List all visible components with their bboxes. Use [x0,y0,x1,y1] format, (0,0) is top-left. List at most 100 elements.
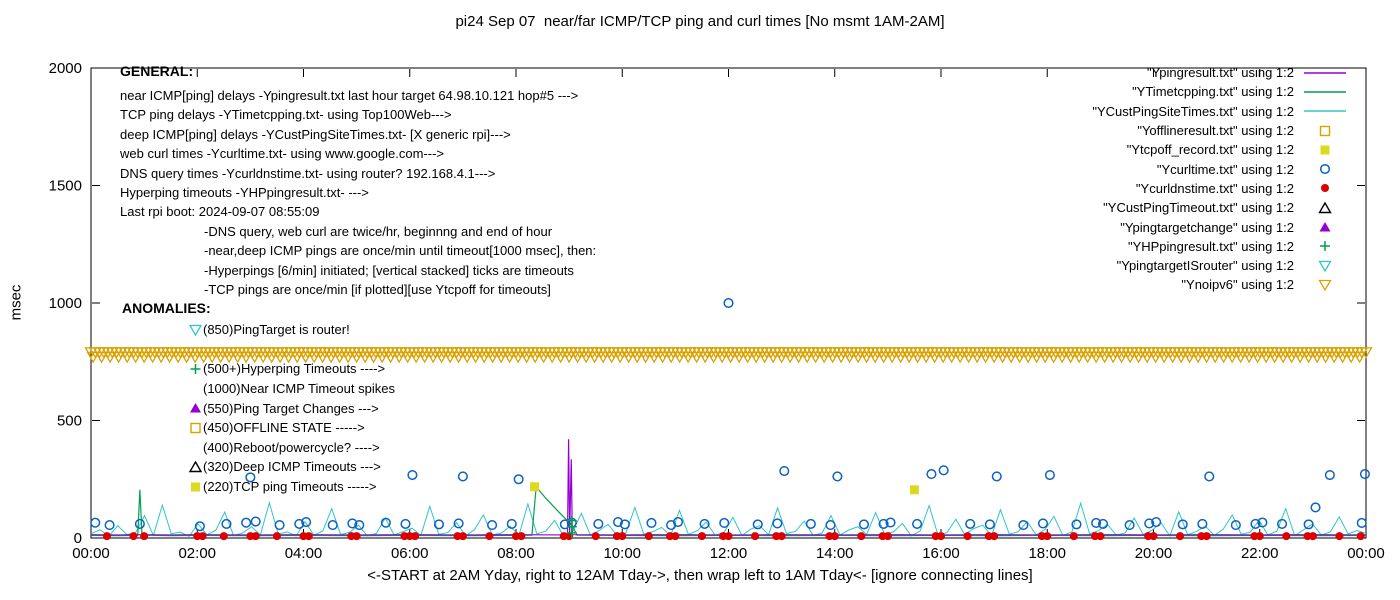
general-note-line: -TCP pings are once/min [if plotted][use… [204,281,551,297]
x-tick-label: 12:00 [710,545,748,562]
anomaly-text: (220)TCP ping Timeouts -----> [203,479,377,495]
anomaly-line: (320)Deep ICMP Timeouts ---> [188,457,395,477]
general-note-line: Last rpi boot: 2024-09-07 08:55:09 [120,204,320,220]
anomaly-tri-up-filled-icon [190,403,201,413]
legend-entry: "YCustPingSiteTimes.txt" using 1:2 [1092,102,1348,121]
anomaly-square-filled-icon [191,482,200,492]
legend-line-icon [1304,71,1346,74]
y-tick-label: 0 [74,530,82,547]
anomaly-text: (400)Reboot/powercycle? ----> [203,439,380,455]
anomaly-line: (850)PingTarget is router! [188,320,395,340]
legend: "Ypingresult.txt" using 1:2 "YTimetcpping… [1092,63,1348,295]
chart-title: pi24 Sep 07 near/far ICMP/TCP ping and c… [455,13,945,30]
legend-label: "Ytcpoff_record.txt" using 1:2 [1126,142,1294,158]
legend-entry: "Ycurltime.txt" using 1:2 [1092,159,1348,178]
x-tick-label: 16:00 [922,545,960,562]
legend-square-open-icon [1319,125,1331,136]
x-tick-label: 18:00 [1028,545,1066,562]
anomaly-line: (450)OFFLINE STATE -----> [188,418,395,438]
general-note-line: -near,deep ICMP pings are once/min until… [204,243,597,259]
legend-label: "Ypingresult.txt" using 1:2 [1146,65,1294,81]
anomaly-square-open-icon [190,422,201,433]
general-notes: GENERAL: near ICMP[ping] delays -Ypingres… [120,63,596,301]
x-tick-label: 04:00 [285,545,323,562]
anomaly-text: (550)Ping Target Changes ---> [203,400,379,416]
anomaly-line: (220)TCP ping Timeouts -----> [188,477,395,497]
anomaly-text: (320)Deep ICMP Timeouts ---> [203,459,381,475]
anomaly-tri-up-open-icon [188,460,203,473]
anomaly-tri-down-open-icon [188,324,203,337]
legend-entry: "Ypingresult.txt" using 1:2 [1092,63,1348,82]
series-Ynoipv6 [84,347,1373,364]
anomaly-marker-none [188,381,203,397]
legend-tri-down-open-icon [1318,260,1332,272]
x-tick-label: 08:00 [497,545,535,562]
general-note-line: -DNS query, web curl are twice/hr, begin… [204,223,553,239]
legend-entry: "YpingtargetISrouter" using 1:2 [1092,256,1348,275]
general-note-line: -Hyperpings [6/min] initiated; [vertical… [204,262,574,278]
legend-circle-filled-icon [1321,184,1329,193]
anomaly-text: (850)PingTarget is router! [203,322,350,338]
legend-label: "Yofflineresult.txt" using 1:2 [1137,123,1294,139]
general-note-line: web curl times -Ycurltime.txt- using www… [120,146,445,162]
legend-line-icon [1304,91,1346,93]
anomaly-text: (450)OFFLINE STATE -----> [203,420,365,436]
x-tick-label: 00:00 [72,545,110,562]
general-note-line: TCP ping delays -YTimetcpping.txt- using… [120,107,452,123]
anomaly-line: (1000)Near ICMP Timeout spikes [188,379,395,399]
anomaly-line: (500+)Hyperping Timeouts ----> [188,359,395,379]
legend-square-filled-icon [1320,145,1330,155]
anomaly-marker-none [188,341,203,357]
legend-circle-open-icon [1319,164,1331,175]
legend-label: "Ycurldnstime.txt" using 1:2 [1135,180,1294,196]
anomaly-text: (500+)Hyperping Timeouts ----> [203,361,386,377]
x-axis-title: <-START at 2AM Yday, right to 12AM Tday-… [367,567,1033,584]
legend-label: "YTimetcpping.txt" using 1:2 [1132,84,1294,100]
general-note-line: DNS query times -Ycurldnstime.txt- using… [120,165,496,181]
legend-entry: "YCustPingTimeout.txt" using 1:2 [1092,198,1348,217]
x-tick-label: 14:00 [816,545,854,562]
anomaly-line: (550)Ping Target Changes ---> [188,398,395,418]
legend-line-icon [1304,110,1346,112]
legend-plus-icon [1320,241,1330,252]
anomalies-heading: ANOMALIES: [122,300,211,316]
legend-entry: "YTimetcpping.txt" using 1:2 [1092,82,1348,101]
x-tick-label: 10:00 [603,545,641,562]
general-note-line: deep ICMP[ping] delays -YCustPingSiteTim… [120,126,511,142]
legend-entry: "Ypingtargetchange" using 1:2 [1092,217,1348,236]
y-tick-label: 500 [57,413,82,430]
y-tick-label: 2000 [49,60,82,77]
anomaly-marker-none [188,439,203,455]
anomaly-plus-icon [190,363,201,374]
legend-label: "Ynoipv6" using 1:2 [1181,277,1294,293]
series-Ycurltime.txt [90,297,1370,532]
x-tick-label: 06:00 [391,545,429,562]
legend-tri-up-filled-icon [1319,222,1331,232]
legend-label: "YCustPingSiteTimes.txt" using 1:2 [1092,103,1294,119]
legend-entry: "Ycurldnstime.txt" using 1:2 [1092,179,1348,198]
legend-tri-up-open-icon [1318,201,1332,213]
general-note-line: Hyperping timeouts -YHPpingresult.txt- -… [120,184,369,200]
y-tick-label: 1000 [49,295,82,312]
legend-entry: "Yofflineresult.txt" using 1:2 [1092,121,1348,140]
legend-entry: "Ytcpoff_record.txt" using 1:2 [1092,140,1348,159]
legend-label: "YCustPingTimeout.txt" using 1:2 [1103,200,1294,216]
series-Ycurldnstime.txt [102,532,1365,541]
x-tick-label: 22:00 [1241,545,1279,562]
legend-label: "YpingtargetISrouter" using 1:2 [1116,258,1294,274]
legend-label: "Ycurltime.txt" using 1:2 [1156,161,1294,177]
anomalies-notes: ANOMALIES: (850)PingTarget is router! (500… [122,300,395,496]
x-tick-label: 00:00 [1347,545,1385,562]
legend-entry: "YHPpingresult.txt" using 1:2 [1092,237,1348,256]
y-tick-label: 1500 [49,178,82,195]
series-YHPpingresult.txt [566,515,577,538]
x-tick-label: 02:00 [178,545,216,562]
anomaly-text: (1000)Near ICMP Timeout spikes [203,381,395,397]
x-tick-label: 20:00 [1135,545,1173,562]
general-heading: GENERAL: [120,63,194,79]
legend-label: "Ypingtargetchange" using 1:2 [1120,219,1294,235]
series-Ytcpoff_record.txt [530,482,919,495]
legend-label: "YHPpingresult.txt" using 1:2 [1127,238,1294,254]
